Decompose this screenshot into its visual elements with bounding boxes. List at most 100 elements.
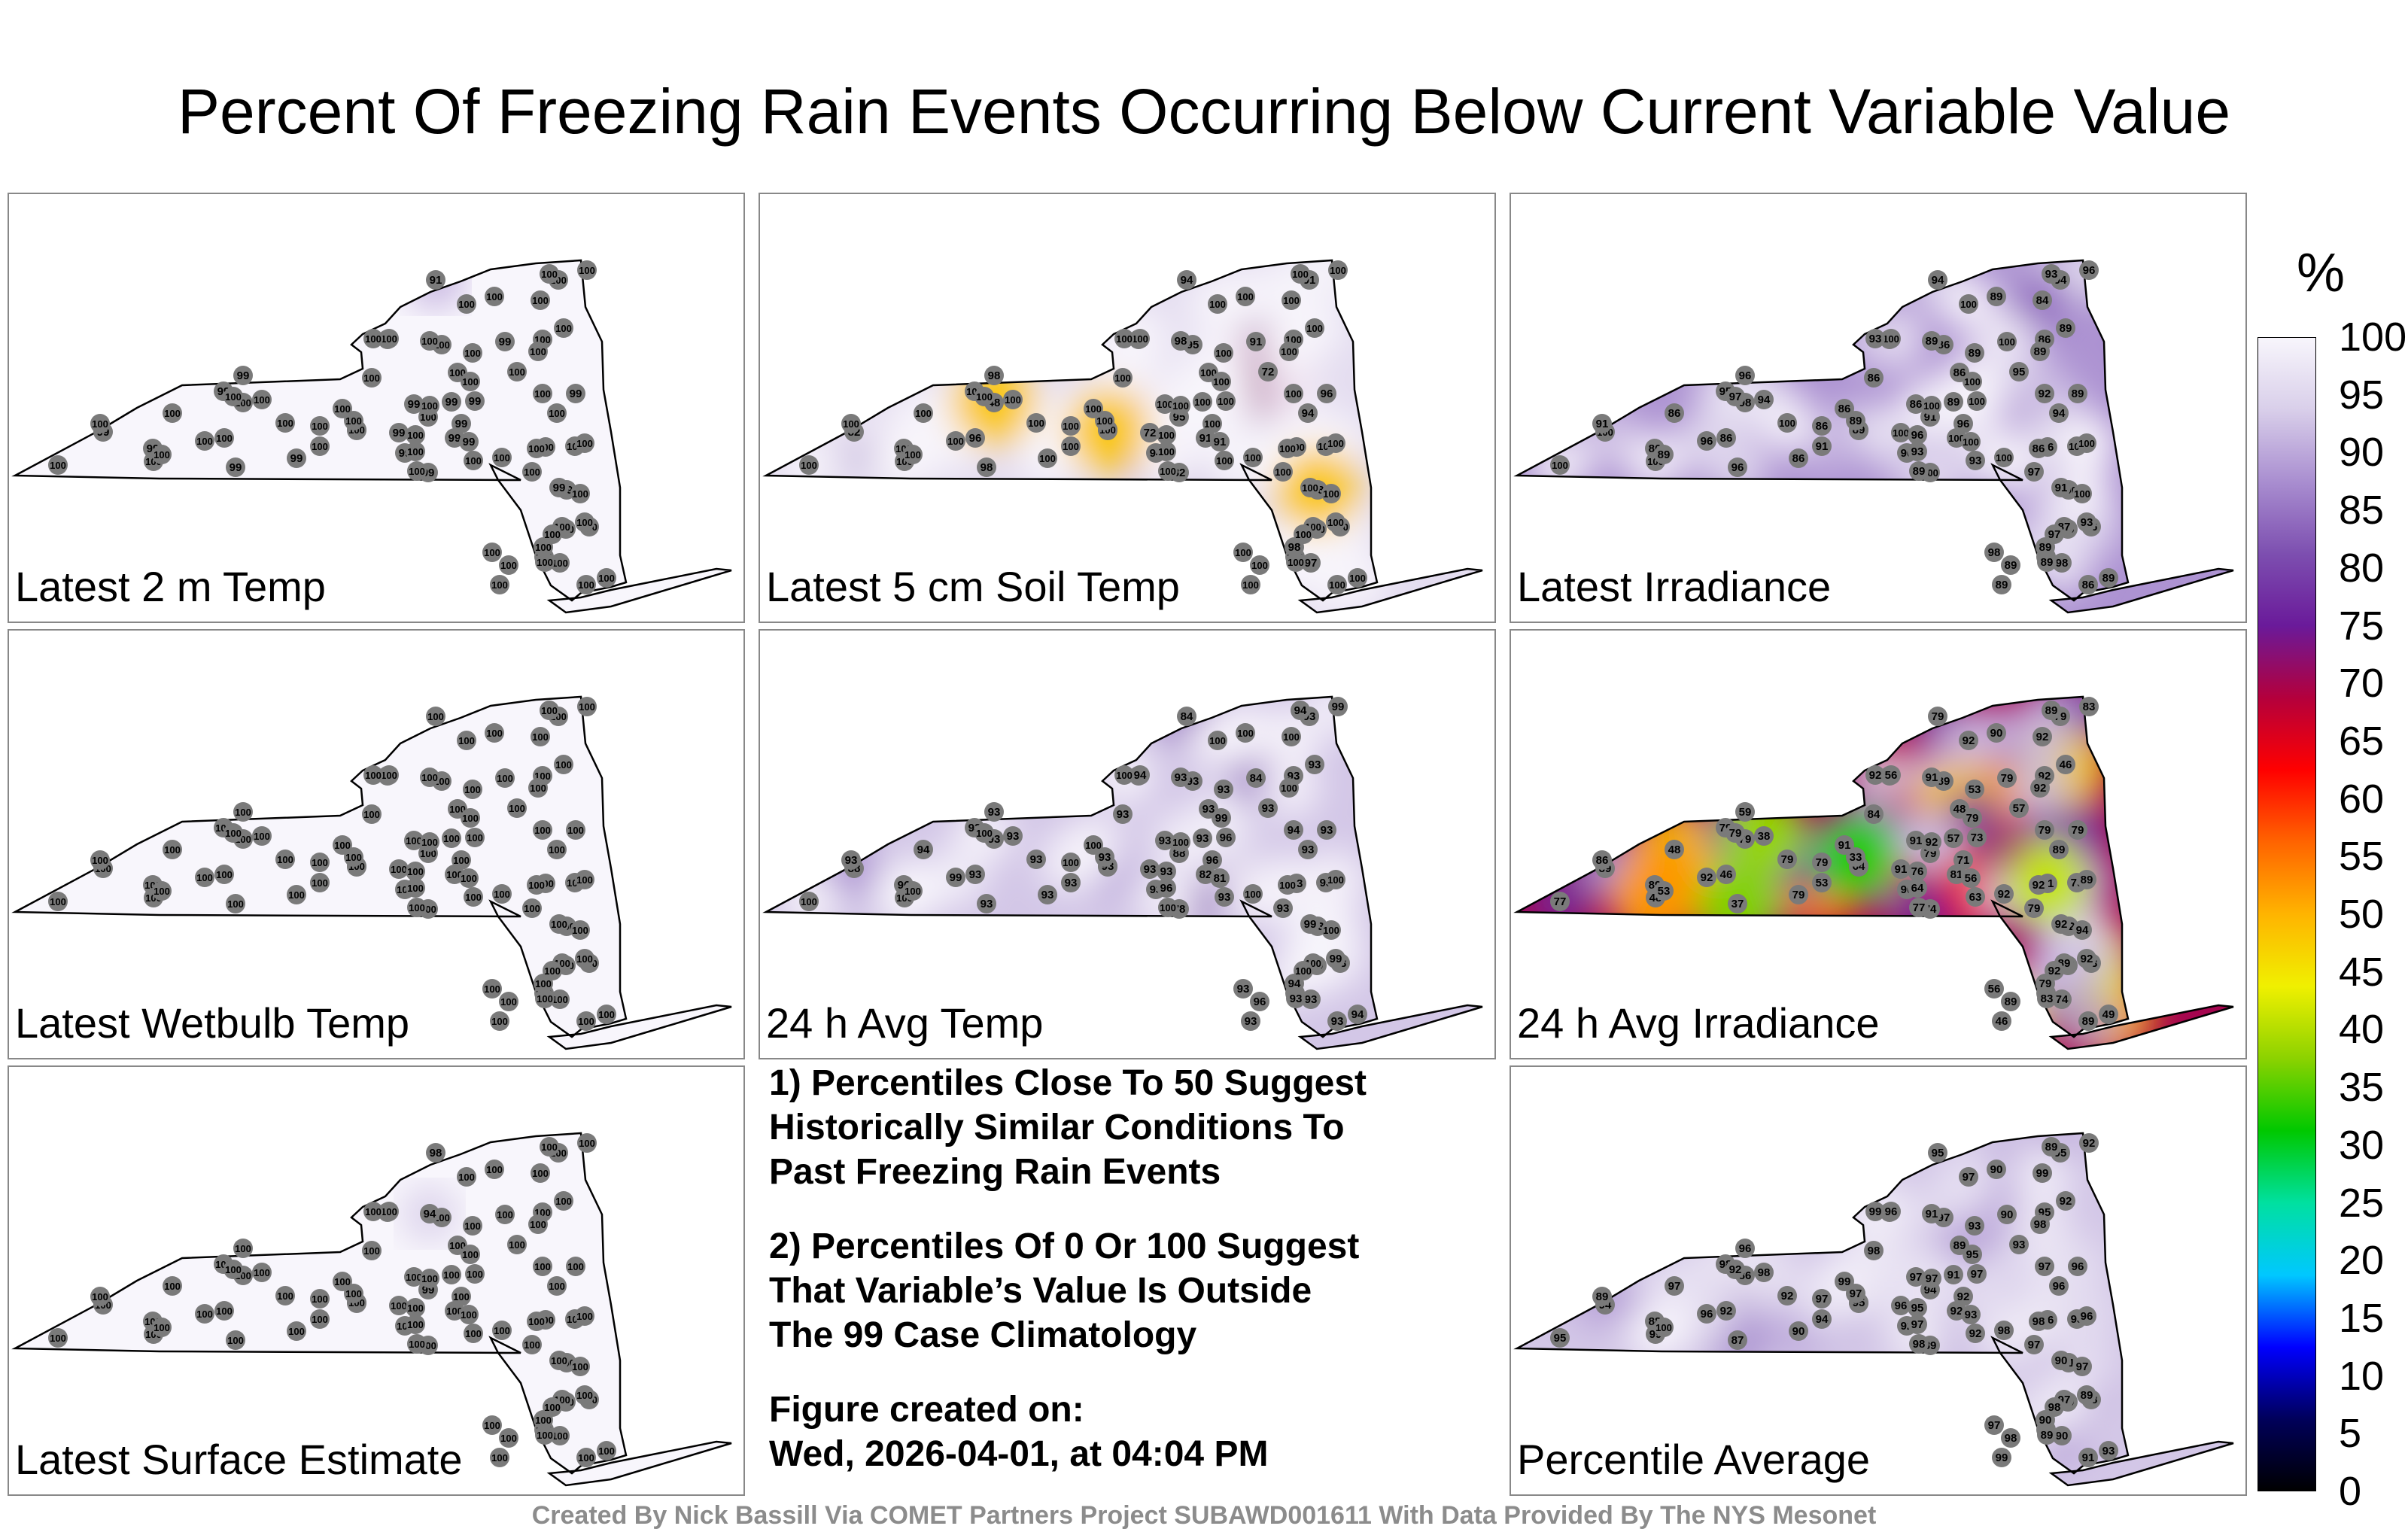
- station-value: 100: [196, 436, 213, 447]
- station-value: 79: [2072, 824, 2084, 837]
- station-value: 89: [1990, 290, 2003, 303]
- station-value: 100: [461, 1309, 477, 1321]
- station-marker: [2042, 264, 2061, 284]
- station-marker: [540, 1137, 559, 1157]
- station-value: 79: [1729, 827, 1742, 840]
- station-value: 79: [2001, 772, 2014, 785]
- station-value: 100: [453, 855, 470, 866]
- station-marker: [566, 384, 585, 403]
- station-value: 100: [552, 558, 568, 569]
- station-marker: [1212, 808, 1231, 828]
- station-value: 93: [1262, 802, 1275, 815]
- station-marker: [575, 433, 594, 453]
- station-value: 92: [2083, 1137, 2096, 1150]
- station-value: 100: [1999, 336, 2015, 348]
- station-marker: [547, 1276, 567, 1296]
- station-value: 91: [2082, 1451, 2095, 1464]
- station-value: 100: [567, 825, 584, 836]
- station-value: 100: [421, 336, 438, 347]
- station-marker: [1301, 553, 1321, 573]
- station-marker: [1864, 1241, 1884, 1260]
- station-value: 93: [969, 868, 982, 881]
- station-marker: [1321, 484, 1341, 503]
- station-value: 100: [92, 855, 108, 866]
- station-marker: [566, 1257, 585, 1276]
- station-value: 100: [277, 854, 293, 865]
- station-value: 100: [535, 1415, 552, 1426]
- station-value: 100: [576, 438, 593, 449]
- station-value: 100: [1969, 396, 1985, 407]
- station-value: 100: [1209, 299, 1226, 310]
- station-marker: [575, 949, 594, 968]
- station-marker: [1891, 859, 1911, 879]
- station-value: 89: [2039, 541, 2052, 554]
- station-marker: [1158, 461, 1178, 481]
- station-marker: [597, 1441, 616, 1461]
- station-value: 100: [235, 1243, 251, 1254]
- station-value: 91: [1910, 834, 1923, 847]
- station-value: 100: [421, 400, 438, 412]
- station-marker: [2072, 920, 2092, 940]
- state-boundary: [546, 567, 732, 614]
- station-value: 97: [1971, 1268, 1984, 1281]
- station-value: 100: [2078, 438, 2095, 449]
- station-marker: [1193, 392, 1212, 412]
- station-marker: [499, 555, 518, 575]
- station-value: 89: [2081, 1389, 2093, 1402]
- station-marker: [575, 512, 594, 532]
- station-marker: [1258, 362, 1278, 381]
- station-value: 96: [1254, 995, 1266, 1008]
- station-marker: [576, 575, 596, 594]
- station-value: 100: [572, 1361, 588, 1372]
- station-value: 97: [1850, 1287, 1862, 1300]
- state-boundary: [2048, 1004, 2234, 1050]
- station-value: 46: [2060, 758, 2072, 771]
- station-marker: [2030, 1214, 2050, 1234]
- station-value: 96: [1739, 1242, 1752, 1255]
- station-value: 100: [1330, 265, 1346, 276]
- station-value: 91: [1838, 839, 1851, 852]
- station-value: 53: [1658, 885, 1671, 898]
- station-marker: [463, 343, 482, 363]
- station-marker: [554, 318, 573, 338]
- station-value: 96: [1885, 1205, 1898, 1218]
- map-panel-24h-avg-irradiance: 8156747979798789929074577956795979467989…: [1510, 629, 2247, 1059]
- station-value: 92: [1957, 1290, 1970, 1303]
- station-value: 97: [2076, 1360, 2089, 1373]
- station-value: 100: [196, 1309, 213, 1320]
- station-value: 100: [464, 1220, 481, 1232]
- station-marker: [1202, 414, 1222, 433]
- station-value: 100: [494, 1325, 510, 1336]
- station-value: 100: [486, 291, 503, 302]
- station-marker: [485, 723, 504, 743]
- station-value: 100: [1327, 517, 1344, 528]
- station-marker: [2001, 555, 2020, 575]
- station-value: 98: [1175, 335, 1187, 348]
- credit-line: Created By Nick Bassill Via COMET Partne…: [531, 1501, 1877, 1530]
- station-marker: [90, 414, 110, 433]
- panel-label: Latest Wetbulb Temp: [15, 999, 410, 1047]
- station-marker: [577, 260, 597, 280]
- station-marker: [310, 1309, 330, 1329]
- station-value: 100: [1295, 965, 1312, 977]
- station-value: 100: [486, 728, 503, 739]
- percentile-fill: [15, 1133, 731, 1485]
- station-marker: [597, 568, 616, 588]
- station-marker: [2049, 840, 2069, 859]
- station-value: 86: [1910, 398, 1923, 411]
- station-marker: [389, 859, 409, 879]
- station-value: 99: [445, 396, 458, 409]
- colorbar-tick-label: 50: [2339, 892, 2385, 937]
- station-marker: [407, 898, 427, 917]
- station-value: 94: [1351, 1008, 1364, 1021]
- station-marker: [1328, 697, 1348, 716]
- station-marker: [1789, 1321, 1808, 1341]
- station-value: 100: [551, 919, 567, 930]
- station-marker: [48, 892, 68, 911]
- station-marker: [333, 399, 352, 418]
- station-marker: [465, 391, 485, 411]
- station-value: 94: [1932, 274, 1944, 287]
- station-value: 94: [917, 843, 930, 856]
- station-value: 100: [464, 348, 481, 359]
- station-value: 59: [1739, 806, 1752, 819]
